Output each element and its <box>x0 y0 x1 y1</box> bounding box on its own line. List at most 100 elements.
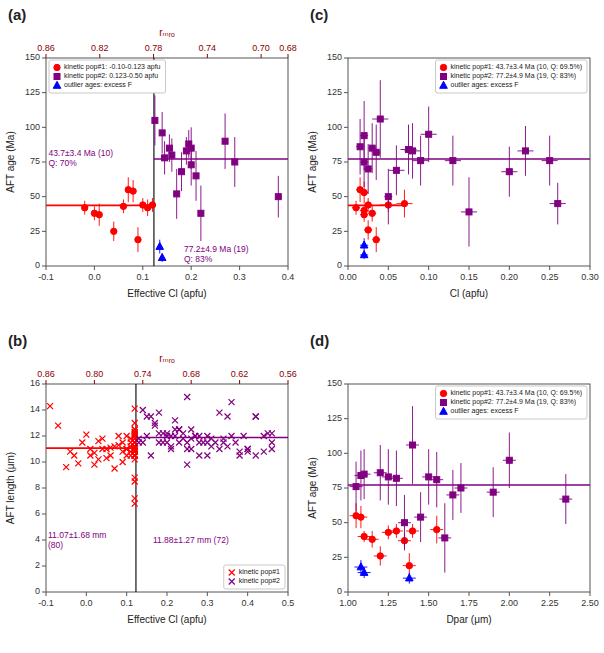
point <box>406 574 414 581</box>
y-tick <box>344 557 348 558</box>
point <box>377 553 383 559</box>
top-x-tick-label: 0.74 <box>199 43 217 53</box>
point <box>158 253 166 260</box>
y-tick-label: 0 <box>337 260 342 270</box>
x-tick <box>46 592 47 596</box>
legend-box <box>436 386 587 419</box>
point <box>91 450 97 456</box>
point <box>108 453 114 459</box>
x-tick <box>288 592 289 596</box>
point <box>434 477 440 483</box>
point <box>361 159 367 165</box>
y-tick-label: 150 <box>25 52 40 62</box>
legend-label: outlier ages: excess F <box>451 81 519 89</box>
point <box>426 131 432 137</box>
point <box>132 453 138 459</box>
point <box>95 456 101 462</box>
point <box>253 414 259 420</box>
legend-marker <box>441 74 447 80</box>
y-tick-label: 100 <box>327 122 342 132</box>
x-tick-label: 1.75 <box>460 598 478 608</box>
point <box>216 410 222 416</box>
series <box>356 80 566 246</box>
point <box>361 533 367 539</box>
legend-marker <box>440 390 446 396</box>
point <box>112 466 118 472</box>
point <box>132 453 138 459</box>
plot-area <box>46 58 288 266</box>
x-tick <box>46 266 47 270</box>
y-tick-label: 100 <box>25 122 40 132</box>
point <box>409 528 415 534</box>
reference-hline <box>348 158 590 160</box>
point <box>229 433 235 439</box>
x-tick <box>549 266 550 270</box>
point <box>245 449 251 455</box>
y-tick-label: 10 <box>30 456 40 466</box>
legend-marker <box>441 400 447 406</box>
x-tick <box>191 266 192 270</box>
plot-area <box>348 80 590 259</box>
y-tick <box>42 162 46 163</box>
point <box>506 169 512 175</box>
point <box>188 436 194 442</box>
y-tick-label: 75 <box>332 156 342 166</box>
point <box>71 453 77 459</box>
panel: (a)0255075100125150-0.10.00.10.20.30.4Ef… <box>5 6 297 299</box>
x-tick-label: 0.1 <box>120 598 133 608</box>
point <box>434 526 440 532</box>
point <box>426 474 432 480</box>
point <box>225 414 231 420</box>
point <box>377 470 383 476</box>
point <box>225 443 231 449</box>
point <box>555 201 561 207</box>
point <box>410 442 416 448</box>
point <box>229 399 235 405</box>
point <box>237 449 243 455</box>
top-x-tick <box>153 54 154 58</box>
legend-label: kinetic pop#2: 77.2±4.9 Ma (19, Q: 83%) <box>451 398 577 406</box>
legend: kinetic pop#1kinetic pop#2 <box>224 565 285 589</box>
point <box>506 457 512 463</box>
point <box>393 528 399 534</box>
x-tick <box>428 592 429 596</box>
point <box>365 202 371 208</box>
top-x-tick-label: 0.86 <box>37 43 55 53</box>
point <box>208 443 214 449</box>
x-tick-label: -0.1 <box>38 598 54 608</box>
y-axis-label: AFT age (Ma) <box>307 457 318 519</box>
x-tick <box>207 592 208 596</box>
x-tick <box>167 592 168 596</box>
x-tick <box>348 266 349 270</box>
legend-label: outlier ages: excess F <box>451 407 519 415</box>
point <box>176 427 182 433</box>
series <box>350 503 444 578</box>
point <box>547 158 553 164</box>
point <box>373 236 379 242</box>
series <box>352 177 413 252</box>
x-tick <box>388 266 389 270</box>
point <box>148 453 154 459</box>
y-tick <box>344 162 348 163</box>
y-tick <box>344 522 348 523</box>
x-axis-label: Dpar (μm) <box>446 614 491 625</box>
panel: (d)02550751001251501.001.251.501.752.002… <box>307 332 599 625</box>
x-tick-label: 0.00 <box>339 272 357 282</box>
x-tick <box>428 266 429 270</box>
x-tick <box>509 266 510 270</box>
legend-marker <box>440 81 448 88</box>
series <box>354 560 415 584</box>
point <box>369 536 375 542</box>
point <box>132 446 138 452</box>
y-tick <box>344 196 348 197</box>
point <box>79 440 85 446</box>
x-tick <box>388 592 389 596</box>
top-x-tick <box>46 380 47 384</box>
y-tick <box>42 592 46 593</box>
y-tick-label: 25 <box>332 552 342 562</box>
y-axis-label: AFT age (Ma) <box>307 131 318 193</box>
point <box>442 535 448 541</box>
x-tick-label: 0.5 <box>282 598 295 608</box>
plot-frame <box>348 384 590 592</box>
y-tick-label: 0 <box>35 260 40 270</box>
